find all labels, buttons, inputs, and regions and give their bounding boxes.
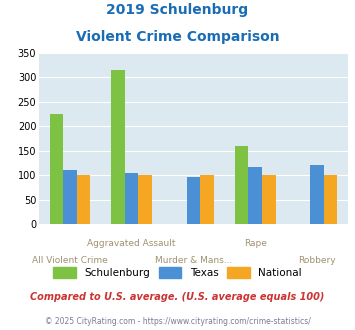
Bar (138, 175, 152, 224)
Text: All Violent Crime: All Violent Crime (32, 256, 108, 265)
Text: 2019 Schulenburg: 2019 Schulenburg (106, 3, 248, 17)
Text: © 2025 CityRating.com - https://www.cityrating.com/crime-statistics/: © 2025 CityRating.com - https://www.city… (45, 317, 310, 326)
Bar (200, 175, 214, 224)
Text: Robbery: Robbery (298, 256, 336, 265)
Bar (125, 173, 138, 224)
Bar (235, 146, 248, 224)
Text: Compared to U.S. average. (U.S. average equals 100): Compared to U.S. average. (U.S. average … (30, 292, 325, 302)
Bar (310, 165, 324, 224)
Bar (77, 175, 90, 224)
Bar (50, 114, 63, 224)
Bar (324, 175, 337, 224)
Bar (248, 167, 262, 224)
Text: Violent Crime Comparison: Violent Crime Comparison (76, 30, 279, 44)
Legend: Schulenburg, Texas, National: Schulenburg, Texas, National (49, 263, 306, 282)
Text: Murder & Mans...: Murder & Mans... (155, 256, 232, 265)
Text: Aggravated Assault: Aggravated Assault (87, 239, 176, 248)
Bar (262, 175, 275, 224)
Text: Rape: Rape (244, 239, 267, 248)
Bar (111, 70, 125, 224)
Bar (187, 177, 200, 224)
Bar (63, 171, 77, 224)
